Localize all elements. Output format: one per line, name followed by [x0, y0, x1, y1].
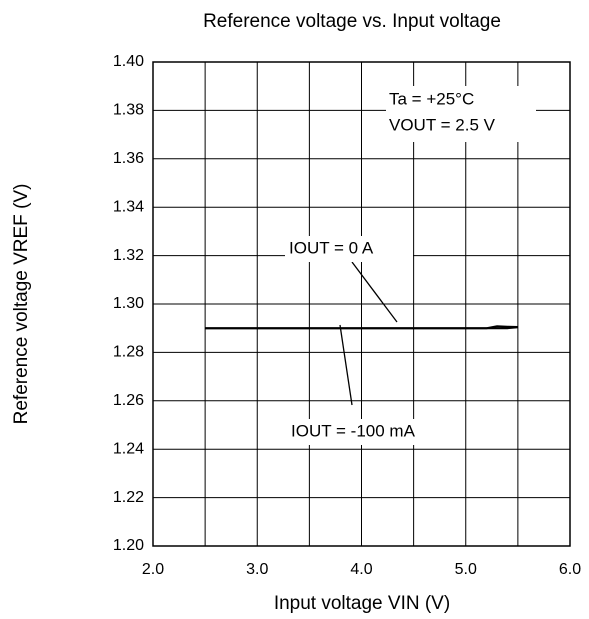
annotation-box	[285, 236, 413, 262]
y-axis-label: Reference voltage VREF (V)	[11, 184, 32, 425]
y-tick-label: 1.20	[113, 537, 144, 554]
y-tick-label: 1.34	[113, 198, 144, 215]
x-axis-label: Input voltage VIN (V)	[274, 593, 450, 614]
plot-frame	[152, 61, 571, 547]
x-tick-label: 3.0	[246, 561, 268, 578]
condition-text: Ta = +25°C	[389, 89, 474, 108]
x-tick-label: 2.0	[142, 561, 164, 578]
condition-text: VOUT = 2.5 V	[389, 115, 496, 134]
y-tick-label: 1.38	[113, 102, 144, 119]
x-tick-label: 5.0	[455, 561, 477, 578]
condition-box	[386, 86, 536, 142]
y-tick-label: 1.26	[113, 392, 144, 409]
y-tick-label: 1.36	[113, 150, 144, 167]
y-tick-label: 1.28	[113, 344, 144, 361]
x-tick-label: 4.0	[350, 561, 372, 578]
y-tick-label: 1.30	[113, 295, 144, 312]
leader-line	[351, 261, 398, 323]
y-tick-label: 1.32	[113, 247, 144, 264]
leader-line	[339, 324, 353, 406]
series-line	[205, 326, 518, 330]
annotation-box	[287, 419, 443, 445]
series-label: IOUT = 0 A	[289, 238, 374, 257]
y-tick-label: 1.40	[113, 53, 144, 70]
y-tick-label: 1.24	[113, 440, 144, 457]
chart-title: Reference voltage vs. Input voltage	[203, 11, 501, 32]
x-tick-label: 6.0	[559, 561, 581, 578]
series-label: IOUT = -100 mA	[291, 421, 416, 440]
y-tick-label: 1.22	[113, 489, 144, 506]
